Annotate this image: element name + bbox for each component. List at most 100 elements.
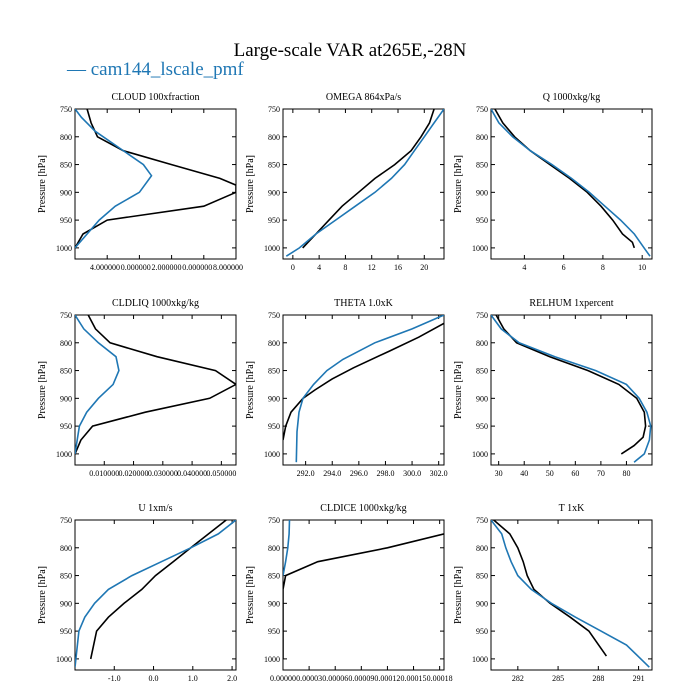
y-tick-label: 1000	[472, 244, 488, 253]
subplot: CLDICE 1000xkg/kg Pressure [hPa] 750 800 850…	[245, 503, 453, 683]
x-tick-label: 8.000000	[213, 263, 243, 272]
y-tick-label: 950	[476, 422, 488, 431]
y-axis-label: Pressure [hPa]	[453, 155, 464, 213]
y-tick-label: 1000	[56, 244, 72, 253]
subplot: RELHUM 1xpercent Pressure [hPa] 750 800 850 9…	[453, 298, 653, 478]
x-tick-label: 0.020000	[119, 469, 149, 478]
x-tick-label: 4	[522, 263, 526, 272]
obs-series-line	[495, 315, 647, 455]
x-tick-label: 0.010000	[89, 469, 119, 478]
y-tick-label: 850	[60, 572, 72, 581]
x-tick-label: 40	[520, 469, 528, 478]
x-tick-label: 12	[368, 263, 376, 272]
y-tick-label: 750	[60, 311, 72, 320]
y-tick-label: 750	[476, 516, 488, 525]
x-tick-label: 6	[562, 263, 566, 272]
x-tick-label: 294.0	[323, 469, 341, 478]
y-tick-label: 1000	[56, 450, 72, 459]
x-tick-label: 300.0	[403, 469, 421, 478]
y-tick-label: 1000	[472, 450, 488, 459]
x-tick-label: -1.0	[108, 674, 121, 683]
model-series-line	[491, 520, 650, 668]
subplot-title: THETA 1.0xK	[334, 298, 393, 309]
y-tick-label: 950	[476, 216, 488, 225]
y-axis-label: Pressure [hPa]	[37, 566, 48, 624]
y-tick-label: 750	[268, 516, 280, 525]
subplot-title: CLDLIQ 1000xkg/kg	[112, 298, 199, 309]
x-tick-label: 8	[343, 263, 347, 272]
x-tick-label: 0.00000	[270, 674, 296, 683]
obs-series-line	[302, 109, 435, 249]
x-tick-label: 4.000000	[90, 263, 120, 272]
legend: — cam144_lscale_pmf	[67, 59, 244, 81]
x-tick-label: 0.050000	[206, 469, 236, 478]
y-axis-label: Pressure [hPa]	[245, 361, 256, 419]
y-tick-label: 900	[268, 394, 280, 403]
x-tick-label: 285	[552, 674, 564, 683]
subplot-title: OMEGA 864xPa/s	[326, 92, 401, 103]
x-tick-label: 298.0	[376, 469, 394, 478]
y-tick-label: 850	[476, 572, 488, 581]
subplot: CLDLIQ 1000xkg/kg Pressure [hPa] 750 800 850…	[37, 298, 237, 478]
legend-symbol: —	[67, 59, 86, 80]
y-tick-label: 850	[476, 161, 488, 170]
x-tick-label: 0.00012	[374, 674, 400, 683]
plot-frame	[282, 108, 445, 260]
y-tick-label: 750	[268, 311, 280, 320]
x-tick-label: 0.00003	[296, 674, 322, 683]
subplot-title: T 1xK	[559, 503, 585, 514]
plot-frame	[282, 314, 445, 466]
model-series-line	[295, 315, 444, 463]
x-tick-label: 0.040000	[177, 469, 207, 478]
subplot: U 1xm/s Pressure [hPa] 750 800 850 900 950 1000…	[37, 503, 237, 683]
y-tick-label: 850	[60, 161, 72, 170]
y-tick-label: 850	[268, 367, 280, 376]
model-series-line	[491, 315, 652, 463]
obs-series-line	[89, 520, 227, 660]
obs-series-line	[494, 109, 636, 249]
y-tick-label: 750	[60, 516, 72, 525]
plot-frame	[74, 314, 237, 466]
y-tick-label: 800	[476, 544, 488, 553]
y-tick-label: 950	[268, 422, 280, 431]
model-series-line	[75, 520, 236, 668]
x-tick-label: 10	[638, 263, 646, 272]
subplot: OMEGA 864xPa/s Pressure [hPa] 750 800 850 900…	[245, 92, 445, 272]
x-tick-label: 30	[495, 469, 503, 478]
x-tick-label: 4	[317, 263, 321, 272]
model-series-line	[491, 109, 651, 257]
y-tick-label: 800	[268, 339, 280, 348]
x-tick-label: 0.030000	[148, 469, 178, 478]
model-series-line	[75, 109, 153, 249]
y-tick-label: 900	[60, 394, 72, 403]
y-tick-label: 800	[268, 544, 280, 553]
x-tick-label: 8	[601, 263, 605, 272]
y-tick-label: 800	[60, 133, 72, 142]
y-tick-label: 950	[268, 627, 280, 636]
y-tick-label: 1000	[264, 450, 280, 459]
y-tick-label: 950	[268, 216, 280, 225]
x-tick-label: 50	[546, 469, 554, 478]
figure-title: Large-scale VAR at265E,-28N	[233, 40, 467, 61]
x-tick-label: 0.000000	[182, 263, 212, 272]
x-tick-label: 0.00015	[401, 674, 427, 683]
x-tick-label: 292.0	[297, 469, 315, 478]
x-tick-label: 0.00009	[348, 674, 374, 683]
x-tick-label: 60	[571, 469, 579, 478]
y-tick-label: 950	[60, 216, 72, 225]
plot-frame	[490, 108, 653, 260]
y-tick-label: 1000	[472, 655, 488, 664]
subplot: CLOUD 100xfraction Pressure [hPa] 750 800 85…	[37, 92, 243, 272]
plot-frame	[74, 108, 237, 260]
subplot-title: CLOUD 100xfraction	[111, 92, 199, 103]
y-tick-label: 900	[476, 394, 488, 403]
y-tick-label: 800	[476, 133, 488, 142]
x-tick-label: 288	[592, 674, 604, 683]
y-tick-label: 850	[476, 367, 488, 376]
y-tick-label: 800	[60, 339, 72, 348]
subplot-title: U 1xm/s	[138, 503, 172, 514]
obs-series-line	[283, 322, 444, 441]
y-tick-label: 850	[268, 161, 280, 170]
